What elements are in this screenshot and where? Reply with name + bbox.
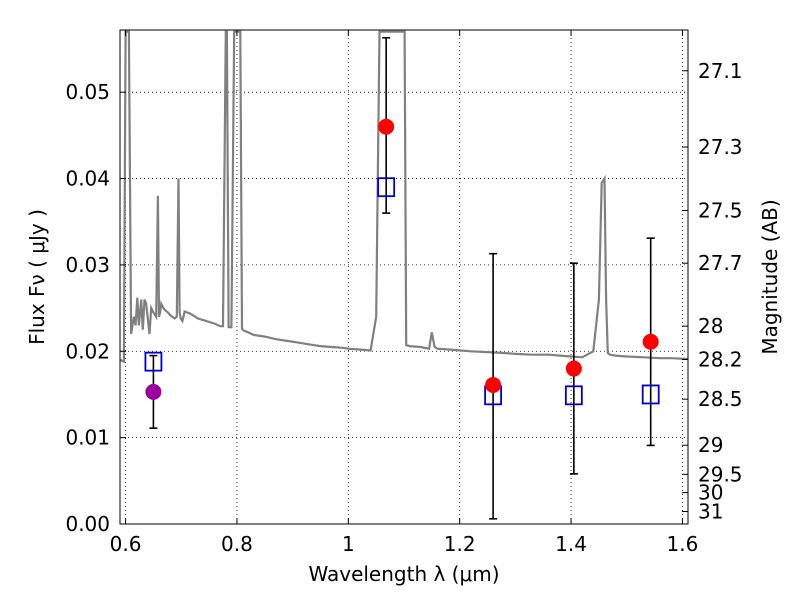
y2-axis-label: Magnitude (AB) [758, 199, 782, 354]
y-tick-label: 0.03 [65, 253, 110, 277]
x-tick-label: 0.8 [221, 532, 253, 556]
model-flux-marker [564, 385, 583, 406]
mag-tick-label: 28 [698, 314, 723, 338]
y-tick-label: 0.05 [65, 80, 110, 104]
axes [119, 29, 689, 525]
mag-tick-label: 27.1 [698, 59, 743, 83]
model-flux-marker [641, 384, 660, 405]
plot-frame [119, 29, 689, 525]
y-tick-label: 0.02 [65, 339, 110, 363]
limit-point [145, 383, 162, 400]
y-tick-label: 0.04 [65, 167, 110, 191]
observed-point [378, 118, 395, 135]
mag-tick-label: 27.7 [698, 251, 743, 275]
mag-tick-label: 28.5 [698, 387, 743, 411]
y-axis-label: Flux Fν ( μJy ) [25, 209, 49, 345]
observed-point [485, 376, 502, 393]
x-axis-label: Wavelength λ (μm) [308, 562, 499, 586]
model-spectrum-line [120, 30, 688, 364]
x-tick-label: 1.4 [555, 532, 587, 556]
x-tick-label: 1.6 [667, 532, 699, 556]
mag-tick-label: 29 [698, 433, 723, 457]
mag-tick-label: 27.3 [698, 135, 743, 159]
ticks: 0.6 0.8 1 1.2 1.4 1.6 0.00 0.01 0.02 0.03 0.04 0.05… [65, 30, 743, 556]
plot-area [120, 30, 688, 520]
model-flux-marker [144, 351, 163, 372]
observed-point [565, 360, 582, 377]
mag-tick-label: 27.5 [698, 198, 743, 222]
mag-tick-label: 29.5 [698, 462, 743, 486]
y-tick-label: 0.01 [65, 426, 110, 450]
x-tick-label: 0.6 [110, 532, 142, 556]
mag-tick-label: 31 [698, 500, 723, 524]
x-tick-label: 1.2 [444, 532, 476, 556]
model-flux-marker [377, 177, 396, 198]
x-tick-label: 1 [342, 532, 355, 556]
mag-tick-label: 30 [698, 481, 723, 505]
observed-point [642, 333, 659, 350]
y-tick-label: 0.00 [65, 512, 110, 536]
mag-tick-label: 28.2 [698, 347, 743, 371]
